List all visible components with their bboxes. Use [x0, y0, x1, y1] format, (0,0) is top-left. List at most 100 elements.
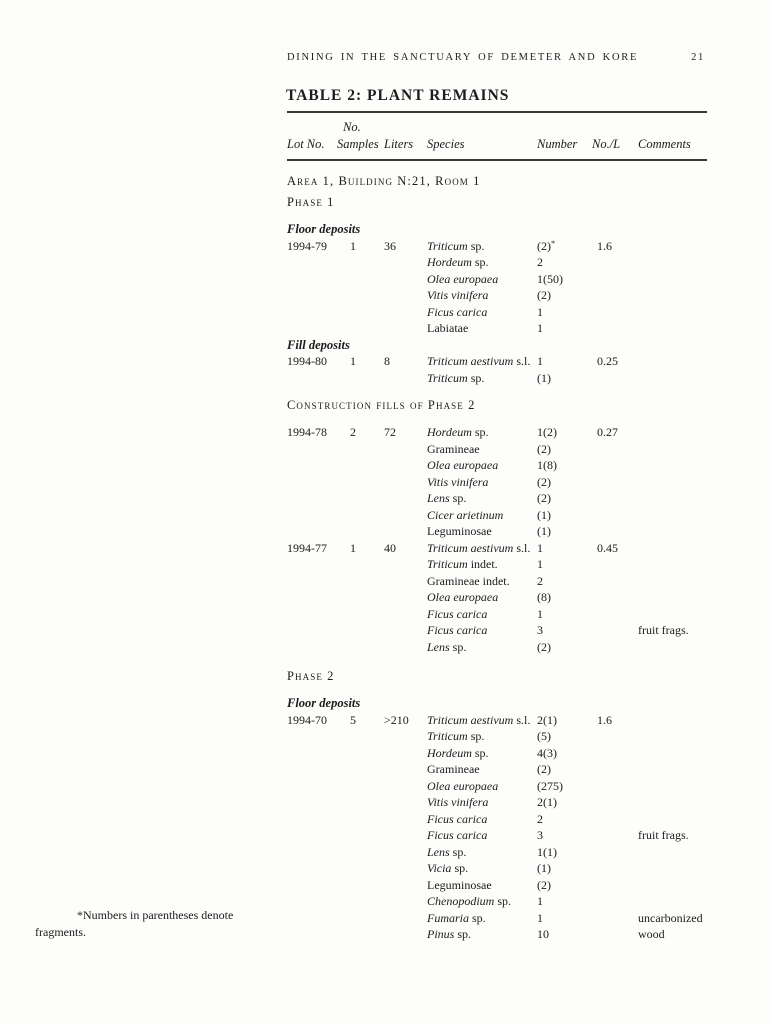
species-latin-name: Vitis vinifera [427, 795, 489, 809]
samples-cell: 1 [350, 540, 356, 555]
table-row: Olea europaea (8) [287, 589, 711, 606]
liters-cell: 36 [384, 238, 396, 253]
lot-cell: 1994-78 [287, 425, 327, 439]
group-heading: Floor deposits [287, 222, 361, 236]
liters-cell [384, 370, 427, 387]
table-row: Labiatae 1 [287, 320, 711, 337]
footnote-line-1: *Numbers in parentheses denote [77, 908, 234, 922]
number-cell: (8) [537, 590, 551, 604]
running-head: DINING IN THE SANCTUARY OF DEMETER AND K… [287, 52, 705, 63]
table-row: 1994-78 2 72 Hordeum sp. 1(2) 0.27 [287, 424, 711, 441]
species-cell: Ficus carica [427, 606, 537, 623]
comments-cell [638, 424, 707, 441]
species-cell: Triticum aestivum s.l. [427, 353, 537, 370]
liters-cell [384, 860, 427, 877]
samples-cell [337, 745, 384, 762]
table-row: Chenopodium sp. 1 [287, 893, 711, 910]
liters-cell [384, 728, 427, 745]
number-cell: 2(1) [537, 795, 557, 809]
species-roman-text: Gramineae [427, 762, 480, 776]
number-cell: (275) [537, 778, 563, 793]
liters-cell [384, 811, 427, 828]
species-cell: Lens sp. [427, 639, 537, 656]
lot-cell [287, 556, 337, 573]
lot-cell [287, 811, 337, 828]
species-cell: Olea europaea [427, 457, 537, 474]
number-cell: 2 [537, 573, 543, 588]
table-header: No. Lot No. Samples Liters Species Numbe… [287, 119, 707, 152]
lot-cell [287, 827, 337, 844]
species-latin-name: Hordeum [427, 745, 472, 760]
number-cell: 1 [537, 540, 543, 555]
samples-cell [337, 860, 384, 877]
liters-cell [384, 606, 427, 623]
table-row: Hordeum sp. 4(3) [287, 745, 711, 762]
col-header-liters: Liters [384, 136, 414, 151]
table-row: Ficus carica 3 fruit frags. [287, 622, 711, 639]
nol-cell: 0.25 [597, 354, 618, 368]
species-latin-name: Olea europaea [427, 458, 499, 472]
number-cell: 1 [537, 606, 543, 621]
species-cell: Vitis vinifera [427, 794, 537, 811]
species-latin-name: Triticum [427, 238, 468, 253]
comments-cell [638, 287, 707, 304]
number-cell: 1 [537, 354, 543, 368]
table-row: Triticum indet. 1 [287, 556, 711, 573]
liters-cell [384, 320, 427, 337]
species-latin-name: Vitis vinifera [427, 288, 489, 302]
liters-cell [384, 844, 427, 861]
samples-cell: 5 [350, 712, 356, 727]
nol-cell [592, 745, 638, 762]
liters-cell [384, 910, 427, 927]
comments-cell [638, 893, 707, 910]
number-cell: 2 [537, 255, 543, 269]
col-header-samples: Samples [337, 136, 379, 151]
samples-cell [337, 728, 384, 745]
lot-cell [287, 573, 337, 590]
species-latin-name: Hordeum [427, 425, 472, 439]
nol-cell [592, 573, 638, 590]
table-rule-top [287, 111, 707, 113]
col-header-species: Species [427, 136, 465, 151]
col-header-no: No. [343, 120, 361, 134]
section-heading: Construction fills of Phase 2 [287, 398, 476, 412]
comments-cell [638, 474, 707, 491]
species-roman-text: sp. [471, 255, 489, 269]
table-row: Triticum sp. (1) [287, 370, 711, 387]
number-cell: (2) [537, 441, 551, 456]
table-row: 1994-79 1 36 Triticum sp. (2)* 1.6 [287, 238, 711, 255]
species-latin-name: Ficus carica [427, 828, 488, 842]
samples-cell [337, 507, 384, 524]
species-cell: Olea europaea [427, 271, 537, 288]
number-cell: 1(2) [537, 425, 557, 439]
species-latin-name: Triticum aestivum [427, 354, 514, 368]
samples-cell [337, 827, 384, 844]
species-cell: Lens sp. [427, 844, 537, 861]
nol-cell [592, 877, 638, 894]
species-cell: Leguminosae [427, 877, 537, 894]
species-cell: Ficus carica [427, 827, 537, 844]
liters-cell: >210 [384, 712, 409, 727]
nol-cell [592, 794, 638, 811]
number-cell: 1(50) [537, 271, 563, 286]
nol-cell [592, 320, 638, 337]
nol-cell [592, 523, 638, 540]
species-cell: Triticum aestivum s.l. [427, 540, 537, 557]
table-row: Olea europaea (275) [287, 778, 711, 795]
species-latin-name: Lens [427, 639, 450, 654]
nol-cell [592, 622, 638, 639]
liters-cell [384, 507, 427, 524]
comments-cell [638, 353, 707, 370]
species-cell: Triticum aestivum s.l. [427, 712, 537, 729]
nol-cell [592, 271, 638, 288]
species-latin-name: Cicer arietinum [427, 507, 504, 522]
liters-cell [384, 490, 427, 507]
species-cell: Vicia sp. [427, 860, 537, 877]
phase-heading: Phase 2 [287, 669, 335, 683]
comments-cell [638, 238, 707, 255]
nol-cell [592, 589, 638, 606]
table-row: 1994-77 1 40 Triticum aestivum s.l. 1 0.45 [287, 540, 711, 557]
species-latin-name: Hordeum [427, 255, 472, 269]
lot-cell: 1994-77 [287, 540, 327, 555]
liters-cell: 40 [384, 540, 396, 555]
